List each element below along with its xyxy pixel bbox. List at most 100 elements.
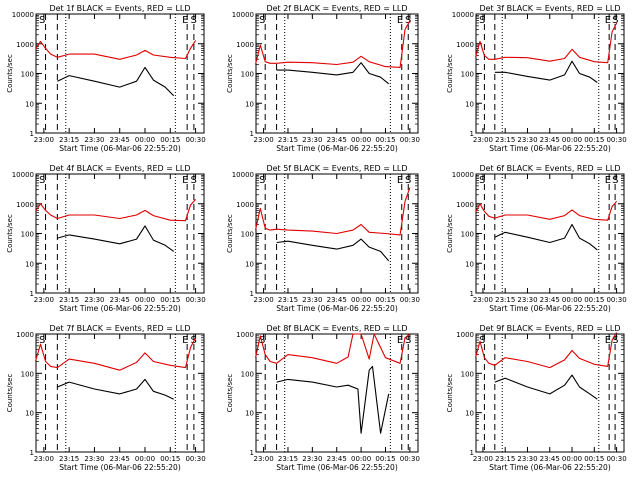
x-tick-label: 00:00 [351, 136, 371, 144]
x-tick-label: 23:00 [253, 136, 273, 144]
events-series-line [57, 66, 175, 97]
panel-det-7: Det 7f BLACK = Events, RED = LLD 1 10 100 10… [6, 324, 206, 472]
x-tick-label: 00:30 [400, 296, 420, 304]
x-tick-label: 23:45 [110, 136, 130, 144]
y-tick-label: 10000 [12, 171, 34, 179]
lld-series-line [34, 199, 197, 222]
panel-title: Det 2f BLACK = Events, RED = LLD [266, 4, 407, 13]
events-series-line [57, 225, 175, 252]
marker-letter-s: S [479, 175, 485, 186]
marker-letter-s: S [259, 15, 265, 26]
events-series-line [494, 223, 598, 251]
x-axis-label: Start Time (06-Mar-06 22:55:20) [59, 304, 181, 313]
x-axis-label: Start Time (06-Mar-06 22:55:20) [489, 304, 611, 313]
x-tick-label: 00:30 [185, 136, 205, 144]
y-tick-label: 10 [245, 260, 254, 268]
x-tick-label: 23:45 [540, 136, 560, 144]
panel-det-9: Det 9f BLACK = Events, RED = LLD 1 10 100 10… [446, 324, 627, 472]
x-tick-label: 00:15 [375, 296, 395, 304]
x-axis-label: Start Time (06-Mar-06 22:55:20) [489, 463, 611, 472]
x-tick-label: 23:15 [278, 455, 298, 463]
x-tick-label: 00:00 [562, 455, 582, 463]
y-tick-label: 1000 [16, 331, 34, 339]
x-tick-label: 23:30 [84, 296, 104, 304]
panel-det-5: Det 5f BLACK = Events, RED = LLD 1 10 100 10… [226, 164, 420, 313]
x-tick-label: 23:00 [34, 296, 54, 304]
panel-title: Det 3f BLACK = Events, RED = LLD [479, 4, 620, 13]
x-tick-label: 00:15 [584, 455, 604, 463]
x-tick-label: 23:00 [34, 455, 54, 463]
marker-letter-s: S [479, 15, 485, 26]
panel-det-8: Det 8f BLACK = Events, RED = LLD 1 10 100 10… [226, 324, 420, 472]
y-tick-label: 100 [21, 231, 34, 239]
x-tick-label: 23:15 [59, 296, 79, 304]
panel-det-1: Det 1f BLACK = Events, RED = LLD 1 10 100 10… [6, 4, 206, 153]
lld-series-line [474, 22, 618, 64]
x-tick-label: 23:15 [495, 296, 515, 304]
marker-letter-s: S [191, 175, 197, 186]
x-axis-label: Start Time (06-Mar-06 22:55:20) [59, 144, 181, 153]
y-tick-label: 1 [30, 130, 34, 138]
x-tick-label: 00:30 [606, 136, 626, 144]
x-tick-label: 23:30 [517, 455, 537, 463]
y-tick-label: 10 [25, 260, 34, 268]
panel-det-4: Det 4f BLACK = Events, RED = LLD 1 10 100 10… [6, 164, 206, 313]
x-tick-label: 00:00 [562, 296, 582, 304]
x-tick-label: 00:00 [351, 455, 371, 463]
x-tick-label: 23:00 [34, 136, 54, 144]
x-tick-label: 00:00 [351, 296, 371, 304]
x-tick-label: 00:30 [400, 455, 420, 463]
x-tick-label: 00:30 [400, 136, 420, 144]
x-tick-label: 00:15 [584, 296, 604, 304]
plot-frame [475, 13, 625, 134]
x-tick-label: 23:45 [540, 296, 560, 304]
marker-letter-s: S [259, 175, 265, 186]
y-tick-label: 10 [245, 410, 254, 418]
y-tick-label: 1 [250, 290, 254, 298]
lld-series-line [254, 187, 411, 236]
x-tick-label: 23:45 [327, 296, 347, 304]
marker-letter-e: E [397, 15, 403, 26]
plot-frame [35, 333, 205, 453]
marker-letter-s: S [405, 175, 411, 186]
marker-letter-s: S [612, 335, 618, 346]
marker-letter-s: S [612, 15, 618, 26]
y-tick-label: 10000 [232, 11, 254, 19]
y-axis-label: Counts/sec [446, 54, 454, 93]
y-tick-label: 1000 [236, 201, 254, 209]
x-tick-label: 00:30 [606, 296, 626, 304]
y-tick-label: 10 [465, 100, 474, 108]
plot-frame [475, 173, 625, 294]
y-tick-label: 1000 [456, 331, 474, 339]
lld-series-line [474, 332, 618, 369]
y-tick-label: 100 [461, 231, 474, 239]
x-tick-label: 23:45 [540, 455, 560, 463]
x-tick-label: 00:15 [375, 136, 395, 144]
x-tick-label: 00:00 [135, 296, 155, 304]
y-axis-label: Counts/sec [6, 54, 14, 93]
events-series-line [276, 238, 390, 262]
plot-frame [35, 13, 205, 134]
marker-letter-s: S [405, 15, 411, 26]
x-tick-label: 23:30 [84, 455, 104, 463]
x-tick-label: 23:30 [84, 136, 104, 144]
marker-letter-e: E [182, 335, 188, 346]
y-tick-label: 10000 [452, 11, 474, 19]
x-tick-label: 23:30 [302, 296, 322, 304]
y-axis-label: Counts/sec [226, 54, 234, 93]
x-tick-label: 00:15 [160, 296, 180, 304]
y-tick-label: 1000 [236, 331, 254, 339]
marker-letter-e: E [605, 175, 611, 186]
x-axis-label: Start Time (06-Mar-06 22:55:20) [59, 463, 181, 472]
y-axis-label: Counts/sec [226, 214, 234, 253]
marker-letter-s: S [259, 335, 265, 346]
y-tick-label: 100 [461, 370, 474, 378]
x-tick-label: 23:15 [59, 455, 79, 463]
y-tick-label: 1000 [456, 201, 474, 209]
y-tick-label: 100 [241, 370, 254, 378]
x-tick-label: 23:15 [495, 455, 515, 463]
x-tick-label: 00:30 [606, 455, 626, 463]
marker-letter-e: E [605, 335, 611, 346]
x-tick-label: 23:00 [473, 136, 493, 144]
x-tick-label: 23:45 [110, 296, 130, 304]
